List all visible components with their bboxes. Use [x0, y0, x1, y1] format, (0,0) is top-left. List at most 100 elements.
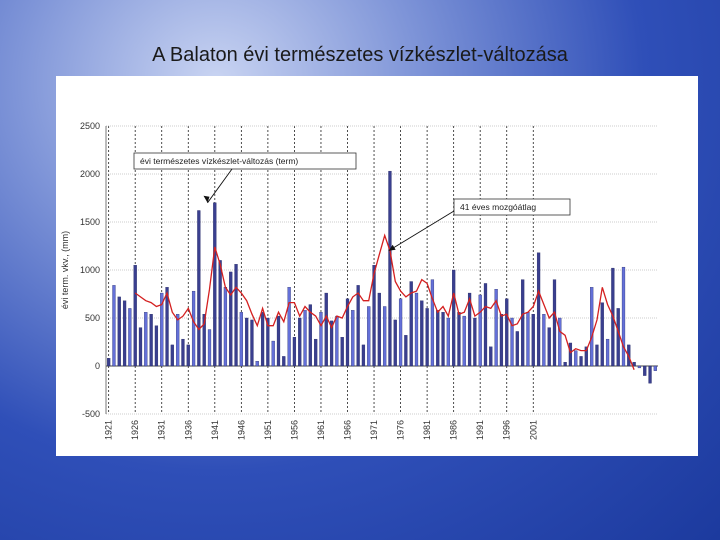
bar [505, 298, 509, 367]
x-tick-label: 1991 [475, 420, 485, 440]
bar [345, 298, 350, 367]
bar [436, 310, 440, 367]
bar [128, 308, 132, 367]
x-tick-label: 1926 [130, 420, 140, 440]
y-tick-label: 2500 [80, 121, 100, 131]
chart-panel: -500 0 500 1000 1500 2000 2500 évi term. vkv., … [56, 76, 698, 456]
bar [489, 346, 493, 367]
x-tick-label: 1986 [449, 420, 459, 440]
bar [595, 344, 599, 367]
bar [547, 327, 551, 367]
bar [133, 265, 137, 367]
bar [276, 315, 281, 367]
bar [149, 314, 153, 367]
bar [521, 279, 525, 367]
x-tick-label: 2001 [528, 420, 538, 440]
bar [245, 317, 249, 367]
bar [393, 319, 397, 367]
bar [483, 283, 488, 367]
line-layer [134, 233, 635, 371]
y-tick-label: 0 [95, 361, 100, 371]
bar [446, 317, 450, 367]
bar [223, 287, 228, 367]
bar [117, 296, 121, 367]
bar [457, 312, 461, 367]
bar [351, 310, 355, 367]
bar [574, 350, 578, 367]
bar [499, 314, 504, 367]
bar [494, 289, 498, 367]
bar [144, 312, 148, 367]
bar [324, 292, 328, 367]
y-tick-label: 2000 [80, 169, 100, 179]
bar [260, 312, 265, 367]
bar [176, 314, 180, 367]
y-tick-label: 1500 [80, 217, 100, 227]
callout-layer: évi természetes vízkészlet-változás (ter… [133, 152, 571, 252]
bar [643, 365, 647, 376]
bar [372, 265, 376, 367]
bar [160, 292, 164, 367]
bars-callout-label: évi természetes vízkészlet-változás (ter… [140, 156, 298, 166]
bars-callout-arrowhead [203, 195, 210, 203]
bar [191, 290, 196, 367]
bar [452, 269, 456, 367]
bar [367, 306, 371, 367]
bar [314, 338, 318, 367]
bar [430, 279, 435, 367]
bar [181, 338, 185, 367]
bar [234, 264, 238, 367]
bar [632, 362, 636, 367]
bar [600, 302, 604, 367]
bar [186, 344, 190, 367]
moving-average-line [134, 233, 635, 371]
bar [266, 317, 270, 367]
bar [388, 170, 392, 367]
bar [165, 287, 169, 367]
bar [112, 285, 116, 367]
x-tick-label: 1976 [396, 420, 406, 440]
bar [356, 285, 360, 367]
bar [404, 335, 408, 367]
bar [510, 317, 514, 367]
bar [398, 298, 403, 367]
bar [287, 287, 291, 367]
x-tick-label: 1966 [343, 420, 353, 440]
bar [558, 317, 562, 367]
bar [526, 312, 530, 367]
bars-layer [107, 170, 657, 384]
bar [531, 314, 535, 367]
x-tick-label: 1921 [104, 420, 114, 440]
bar [515, 331, 519, 367]
bar [170, 344, 174, 367]
bar [340, 337, 344, 367]
bar [579, 356, 583, 367]
bar [138, 327, 143, 367]
bar [409, 281, 413, 367]
y-axis-label: évi term. vkv., (mm) [60, 231, 70, 309]
bar [462, 315, 466, 367]
bar [197, 210, 201, 367]
x-tick-label: 1941 [210, 420, 220, 440]
bar [298, 317, 302, 367]
bar [420, 300, 424, 367]
bar [229, 271, 233, 367]
bar [250, 319, 254, 367]
chart-svg: -500 0 500 1000 1500 2000 2500 évi term. vkv., … [60, 121, 658, 440]
y-tick-label: 500 [85, 313, 100, 323]
x-tick-label: 1951 [263, 420, 273, 440]
bar [329, 320, 334, 367]
bar [648, 365, 652, 384]
bar [542, 314, 546, 367]
line-callout-arrowhead [388, 244, 396, 251]
bar [441, 312, 445, 367]
bar [616, 308, 620, 367]
bar [478, 294, 482, 367]
bar [255, 361, 259, 367]
axis-layer: -500 0 500 1000 1500 2000 2500 évi term. vkv., … [60, 121, 538, 440]
bar [308, 304, 312, 367]
bar [637, 365, 642, 369]
bar [202, 314, 206, 367]
line-callout-label: 41 éves mozgóátlag [460, 202, 536, 212]
bar [563, 362, 567, 367]
